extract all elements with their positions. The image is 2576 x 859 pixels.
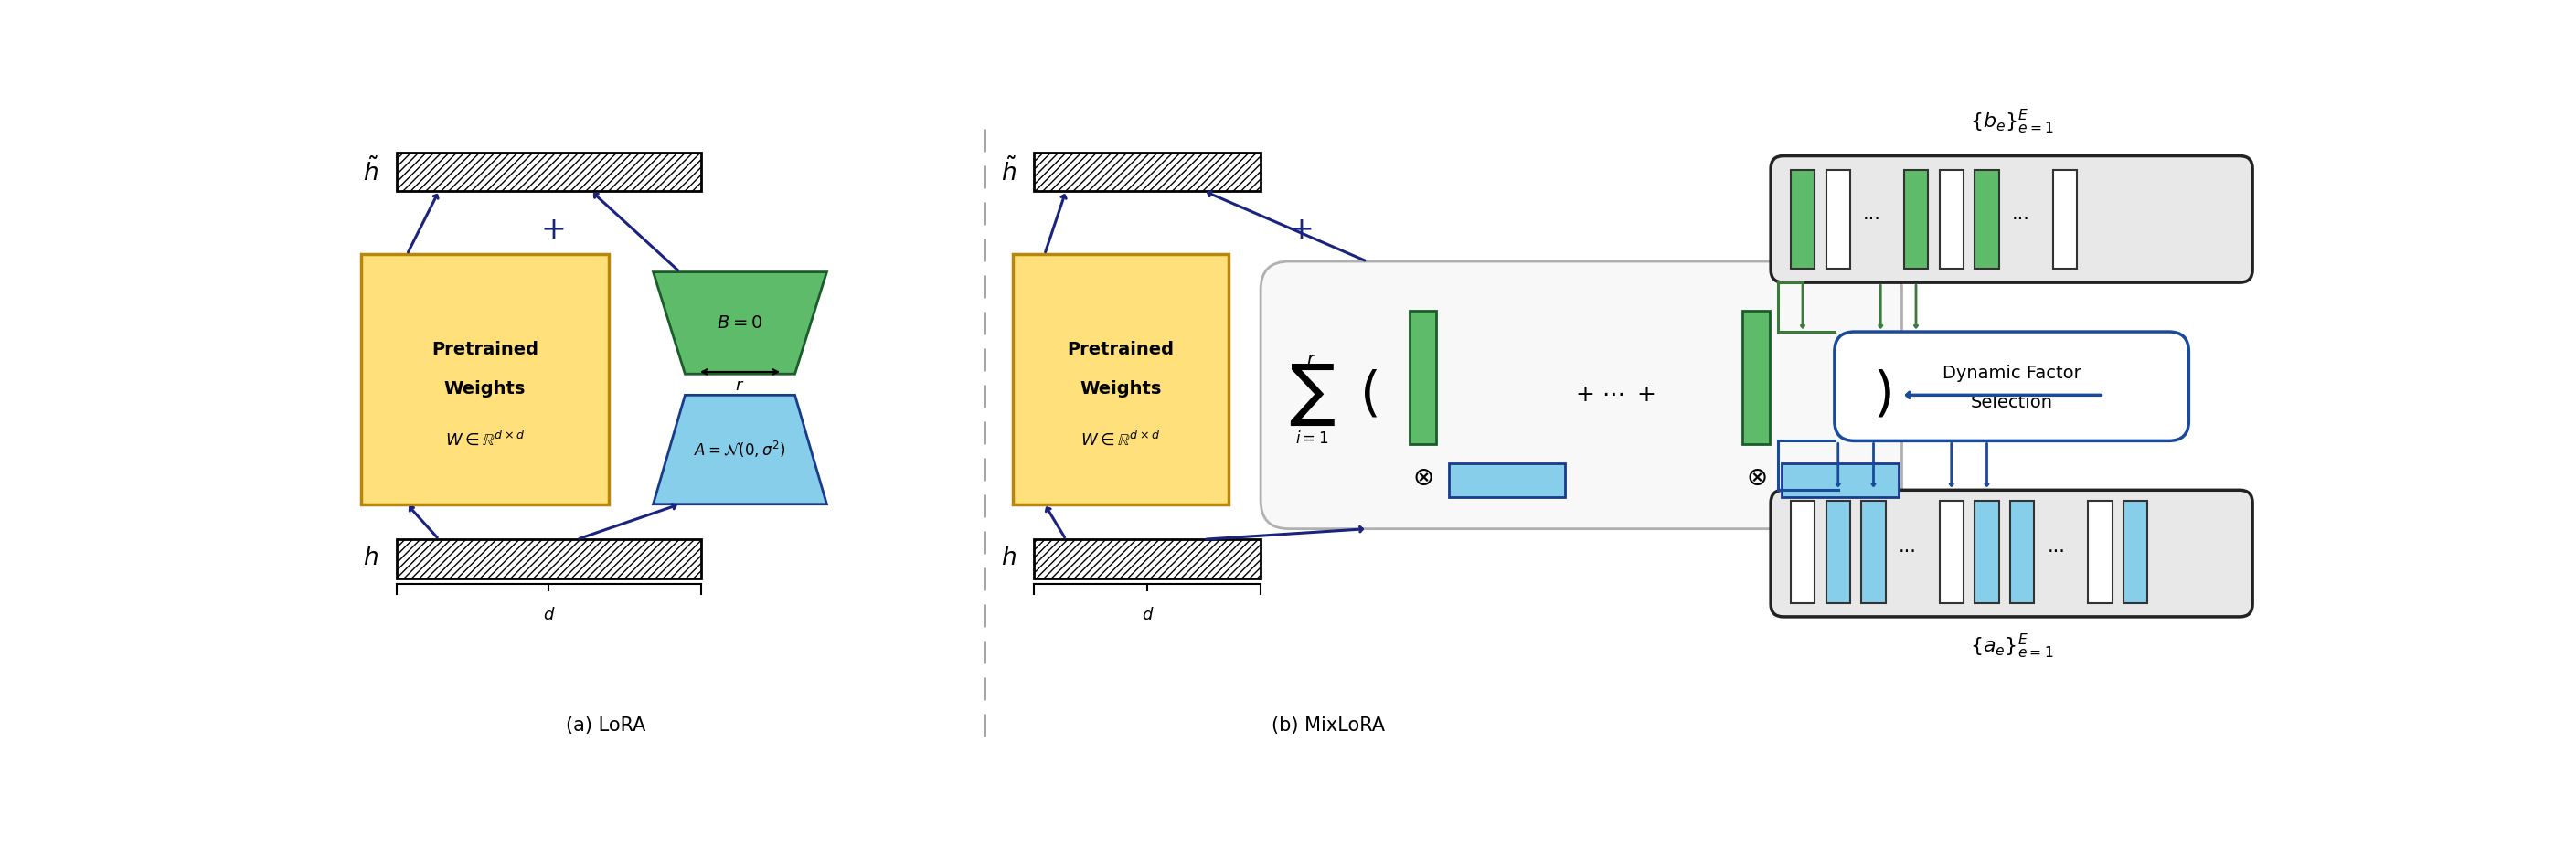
Text: $h$: $h$ [1002, 547, 1018, 570]
Bar [1409, 311, 1437, 444]
FancyBboxPatch shape [1770, 490, 2251, 617]
Text: $\otimes$: $\otimes$ [1747, 466, 1767, 490]
Bar [1862, 501, 1886, 603]
Text: Weights: Weights [1079, 381, 1162, 398]
Text: ···: ··· [1899, 543, 1917, 561]
Text: $\tilde{h}$: $\tilde{h}$ [1002, 157, 1018, 186]
Text: Selection: Selection [1971, 394, 2053, 411]
Text: Pretrained: Pretrained [1066, 341, 1175, 358]
Text: d: d [544, 607, 554, 624]
Bar [1826, 501, 1850, 603]
Text: ···: ··· [1862, 210, 1880, 228]
Text: $r$: $r$ [1306, 351, 1316, 369]
Bar [361, 254, 608, 504]
Text: $\sum$: $\sum$ [1288, 362, 1334, 428]
Text: Weights: Weights [443, 381, 526, 398]
Text: ···: ··· [2012, 210, 2030, 228]
Text: $($: $($ [1360, 369, 1378, 421]
Bar [397, 539, 701, 578]
Bar [1940, 501, 1963, 603]
Bar [2009, 501, 2035, 603]
Bar [1033, 539, 1260, 578]
Bar [2089, 501, 2112, 603]
Bar [1783, 463, 1899, 497]
Bar [1741, 311, 1770, 444]
Text: $+$: $+$ [1288, 215, 1311, 245]
Bar [1033, 152, 1260, 191]
Text: $A = \mathcal{N}(0, \sigma^2)$: $A = \mathcal{N}(0, \sigma^2)$ [693, 440, 786, 460]
Polygon shape [654, 272, 827, 374]
Text: $\tilde{h}$: $\tilde{h}$ [363, 157, 379, 186]
Text: $+\ \cdots\ +$: $+\ \cdots\ +$ [1574, 384, 1654, 406]
Text: $h$: $h$ [363, 547, 379, 570]
FancyBboxPatch shape [1770, 155, 2251, 283]
FancyBboxPatch shape [1260, 261, 1901, 529]
Text: Dynamic Factor: Dynamic Factor [1942, 364, 2081, 382]
Text: $i=1$: $i=1$ [1296, 430, 1329, 447]
Bar [1940, 170, 1963, 268]
Bar [1790, 501, 1814, 603]
Bar [1790, 170, 1814, 268]
Bar [2053, 170, 2076, 268]
Text: d: d [1141, 607, 1151, 624]
Text: $\otimes$: $\otimes$ [1412, 466, 1432, 490]
Text: $+$: $+$ [541, 215, 564, 245]
Text: $B = 0$: $B = 0$ [716, 314, 762, 332]
Text: (b) MixLoRA: (b) MixLoRA [1273, 716, 1386, 735]
Bar [397, 152, 701, 191]
Bar [1826, 170, 1850, 268]
Text: $r$: $r$ [734, 377, 744, 394]
Text: $W \in \mathbb{R}^{d \times d}$: $W \in \mathbb{R}^{d \times d}$ [446, 430, 526, 448]
Text: $\{b_e\}_{e=1}^{E}$: $\{b_e\}_{e=1}^{E}$ [1971, 107, 2053, 136]
Text: $\{a_e\}_{e=1}^{E}$: $\{a_e\}_{e=1}^{E}$ [1971, 632, 2053, 661]
FancyBboxPatch shape [1834, 332, 2190, 441]
Text: (a) LoRA: (a) LoRA [567, 716, 647, 735]
Bar [1904, 170, 1927, 268]
Bar [2123, 501, 2148, 603]
Text: Pretrained: Pretrained [430, 341, 538, 358]
Text: ···: ··· [2048, 543, 2066, 561]
Bar [1448, 463, 1566, 497]
Bar [1976, 501, 1999, 603]
Text: $)$: $)$ [1873, 369, 1891, 421]
Bar [1976, 170, 1999, 268]
Bar [1012, 254, 1229, 504]
Polygon shape [654, 395, 827, 504]
Text: $W \in \mathbb{R}^{d \times d}$: $W \in \mathbb{R}^{d \times d}$ [1082, 430, 1162, 448]
